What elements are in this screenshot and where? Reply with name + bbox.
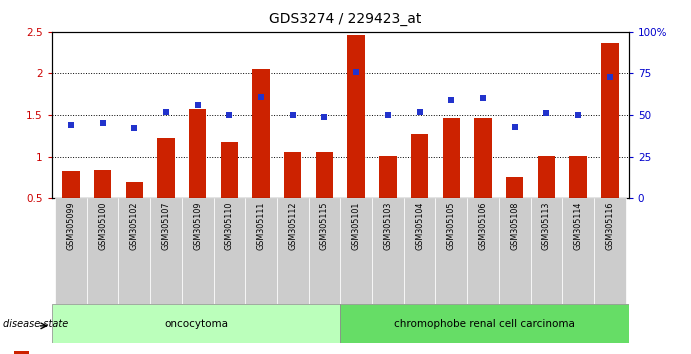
Bar bbox=[442, 118, 460, 240]
Bar bbox=[55, 198, 86, 304]
Bar bbox=[277, 198, 309, 304]
Text: GSM305114: GSM305114 bbox=[574, 201, 583, 250]
Text: disease state: disease state bbox=[3, 319, 68, 329]
Text: GSM305105: GSM305105 bbox=[447, 201, 456, 250]
Bar bbox=[182, 198, 214, 304]
Point bbox=[256, 94, 267, 99]
Bar bbox=[52, 304, 340, 343]
Text: GSM305104: GSM305104 bbox=[415, 201, 424, 250]
Bar bbox=[284, 153, 301, 240]
Text: chromophobe renal cell carcinoma: chromophobe renal cell carcinoma bbox=[394, 319, 575, 329]
Bar bbox=[214, 198, 245, 304]
Bar bbox=[309, 198, 340, 304]
Bar bbox=[467, 198, 499, 304]
Point bbox=[446, 97, 457, 103]
Text: GSM305109: GSM305109 bbox=[193, 201, 202, 250]
Bar bbox=[435, 198, 467, 304]
Text: GSM305102: GSM305102 bbox=[130, 201, 139, 250]
Bar bbox=[14, 351, 28, 354]
Bar bbox=[158, 138, 175, 240]
Point bbox=[192, 102, 203, 108]
Bar bbox=[372, 198, 404, 304]
Bar bbox=[348, 35, 365, 240]
Point bbox=[509, 124, 520, 130]
Text: GSM305116: GSM305116 bbox=[605, 201, 614, 250]
Text: GSM305108: GSM305108 bbox=[510, 201, 519, 250]
Text: GSM305110: GSM305110 bbox=[225, 201, 234, 250]
Bar bbox=[379, 156, 397, 240]
Text: GSM305111: GSM305111 bbox=[256, 201, 265, 250]
Bar bbox=[252, 69, 269, 240]
Bar bbox=[86, 198, 118, 304]
Point bbox=[382, 112, 393, 118]
Point bbox=[414, 109, 425, 115]
Point bbox=[224, 112, 235, 118]
Point bbox=[604, 74, 615, 80]
Bar bbox=[404, 198, 435, 304]
Bar bbox=[506, 177, 523, 240]
Bar bbox=[601, 43, 618, 240]
Text: GSM305099: GSM305099 bbox=[66, 201, 75, 250]
Text: oncocytoma: oncocytoma bbox=[164, 319, 228, 329]
Point bbox=[287, 112, 299, 118]
Text: GSM305103: GSM305103 bbox=[384, 201, 392, 250]
Point bbox=[97, 120, 108, 126]
Bar bbox=[189, 109, 207, 240]
Text: GSM305100: GSM305100 bbox=[98, 201, 107, 250]
Text: GSM305113: GSM305113 bbox=[542, 201, 551, 250]
Bar bbox=[594, 198, 625, 304]
Bar bbox=[474, 118, 492, 240]
Bar bbox=[538, 156, 555, 240]
Bar bbox=[316, 153, 333, 240]
Point bbox=[477, 96, 489, 101]
Point bbox=[160, 109, 171, 115]
Point bbox=[129, 126, 140, 131]
Text: GSM305101: GSM305101 bbox=[352, 201, 361, 250]
Point bbox=[573, 112, 584, 118]
Bar bbox=[411, 134, 428, 240]
Point bbox=[350, 69, 361, 75]
Bar bbox=[562, 198, 594, 304]
Bar bbox=[340, 304, 629, 343]
Bar bbox=[569, 156, 587, 240]
Bar bbox=[118, 198, 150, 304]
Text: GSM305115: GSM305115 bbox=[320, 201, 329, 250]
Bar bbox=[94, 170, 111, 240]
Bar bbox=[150, 198, 182, 304]
Bar bbox=[245, 198, 277, 304]
Bar bbox=[62, 171, 79, 240]
Bar bbox=[340, 198, 372, 304]
Bar bbox=[126, 182, 143, 240]
Point bbox=[319, 114, 330, 120]
Text: GSM305107: GSM305107 bbox=[162, 201, 171, 250]
Text: GDS3274 / 229423_at: GDS3274 / 229423_at bbox=[269, 12, 422, 27]
Point bbox=[541, 110, 552, 116]
Text: GSM305112: GSM305112 bbox=[288, 201, 297, 250]
Text: GSM305106: GSM305106 bbox=[478, 201, 487, 250]
Bar bbox=[220, 142, 238, 240]
Point bbox=[66, 122, 77, 128]
Bar bbox=[531, 198, 562, 304]
Bar bbox=[499, 198, 531, 304]
